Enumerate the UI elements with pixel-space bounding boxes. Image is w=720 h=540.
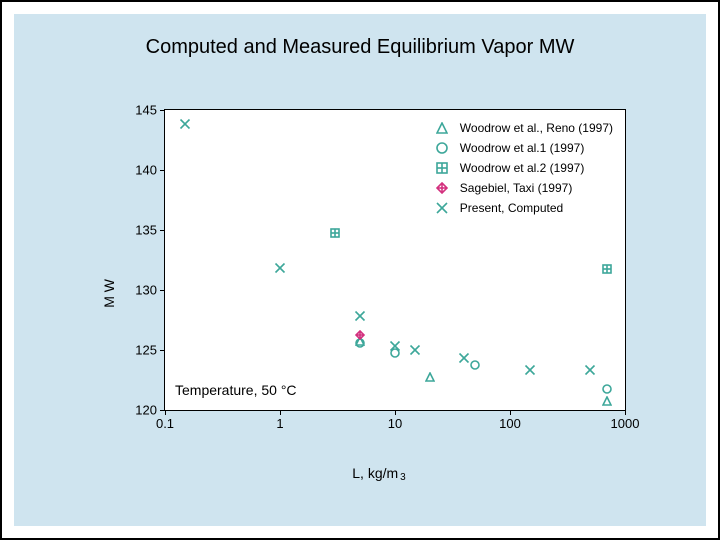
x-tick-mark xyxy=(280,410,281,415)
legend-label: Sagebiel, Taxi (1997) xyxy=(460,181,573,195)
y-axis-label: M W xyxy=(101,279,117,308)
legend-label: Woodrow et al., Reno (1997) xyxy=(460,121,613,135)
chart-legend: Woodrow et al., Reno (1997) Woodrow et al… xyxy=(434,118,613,218)
y-tick-label: 125 xyxy=(135,343,157,358)
data-point xyxy=(585,363,596,374)
x-axis-label: L, kg/m3 xyxy=(352,465,405,481)
chart-annotation: Temperature, 50 °C xyxy=(175,382,297,398)
y-tick-mark xyxy=(160,350,165,351)
legend-label: Woodrow et al.1 (1997) xyxy=(460,141,585,155)
slide-panel: Computed and Measured Equilibrium Vapor … xyxy=(14,14,706,526)
legend-item: Woodrow et al.2 (1997) xyxy=(434,158,613,178)
data-point xyxy=(355,309,366,320)
y-tick-label: 140 xyxy=(135,163,157,178)
y-tick-label: 120 xyxy=(135,403,157,418)
y-tick-label: 130 xyxy=(135,283,157,298)
data-point xyxy=(525,363,536,374)
slide-frame: Computed and Measured Equilibrium Vapor … xyxy=(0,0,720,540)
x-tick-label: 100 xyxy=(499,416,521,431)
x-tick-label: 0.1 xyxy=(156,416,174,431)
y-tick-mark xyxy=(160,110,165,111)
x-axis-label-sup: 3 xyxy=(400,472,406,483)
x-tick-label: 1 xyxy=(276,416,283,431)
data-point xyxy=(355,327,365,337)
data-point xyxy=(602,381,612,391)
legend-item: Sagebiel, Taxi (1997) xyxy=(434,178,613,198)
data-point xyxy=(330,225,340,235)
data-point xyxy=(602,393,612,403)
y-tick-mark xyxy=(160,290,165,291)
square-plus-icon xyxy=(434,160,450,176)
x-icon xyxy=(434,200,450,216)
y-tick-mark xyxy=(160,170,165,171)
x-tick-label: 1000 xyxy=(611,416,640,431)
x-tick-mark xyxy=(625,410,626,415)
y-tick-label: 135 xyxy=(135,223,157,238)
legend-label: Present, Computed xyxy=(460,201,563,215)
data-point xyxy=(410,342,421,353)
x-tick-label: 10 xyxy=(388,416,402,431)
y-tick-mark xyxy=(160,230,165,231)
plot-area: Woodrow et al., Reno (1997) Woodrow et al… xyxy=(164,109,626,411)
chart-title: Computed and Measured Equilibrium Vapor … xyxy=(14,36,706,59)
x-tick-mark xyxy=(510,410,511,415)
triangle-icon xyxy=(434,120,450,136)
data-point xyxy=(180,117,191,128)
x-axis-label-text: L, kg/m xyxy=(352,465,398,481)
data-point xyxy=(275,261,286,272)
data-point xyxy=(602,261,612,271)
legend-item: Present, Computed xyxy=(434,198,613,218)
x-tick-mark xyxy=(395,410,396,415)
data-point xyxy=(390,339,401,350)
data-point xyxy=(470,357,480,367)
legend-label: Woodrow et al.2 (1997) xyxy=(460,161,585,175)
legend-item: Woodrow et al.1 (1997) xyxy=(434,138,613,158)
legend-item: Woodrow et al., Reno (1997) xyxy=(434,118,613,138)
y-tick-label: 145 xyxy=(135,103,157,118)
chart-container: M W Woodrow et al., Reno (1997)Woodrow e… xyxy=(109,99,649,459)
diamond-plus-icon xyxy=(434,180,450,196)
data-point xyxy=(459,351,470,362)
data-point xyxy=(425,369,435,379)
circle-icon xyxy=(434,140,450,156)
x-tick-mark xyxy=(165,410,166,415)
